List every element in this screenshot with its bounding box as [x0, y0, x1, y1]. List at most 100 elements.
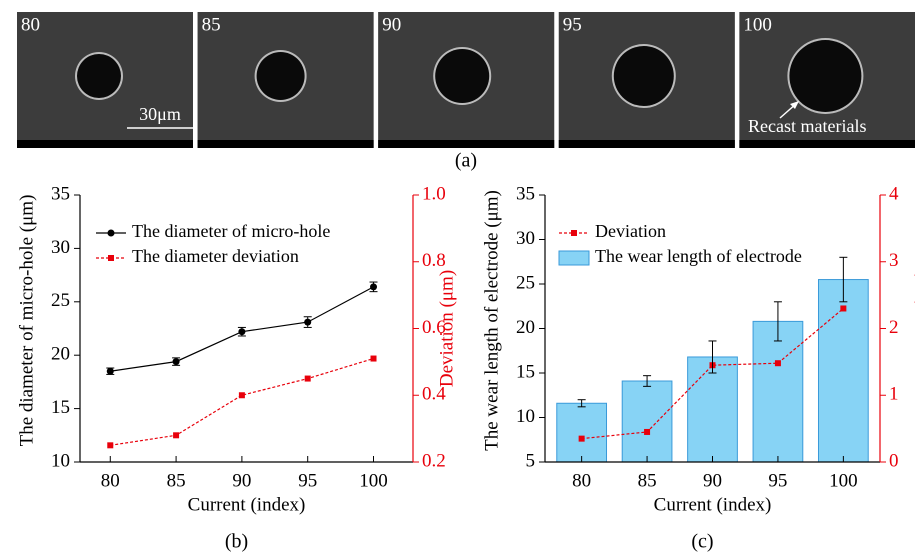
bar [556, 402, 608, 463]
y-tick-label: 30 [516, 228, 535, 249]
y-tick-label: 25 [51, 290, 70, 311]
x-tick-label: 85 [167, 470, 186, 491]
marker [173, 432, 180, 439]
error-bar [643, 375, 652, 387]
y2-tick-label: 0.8 [422, 250, 446, 271]
legend-entry: The wear length of electrode [558, 246, 802, 266]
marker [774, 360, 781, 367]
chart: 10 15 20 25 30 35 0.2 0.4 0.6 0.8 1.0 80 85 90 95 100 Cu… [16, 183, 457, 552]
hole [613, 46, 674, 106]
y2-tick-label: 4 [889, 183, 899, 204]
y-tick-label: 25 [516, 272, 535, 293]
chart: 5 10 15 20 25 30 35 0 1 2 3 4 80 85 90 95 100 Current (in… [481, 183, 915, 552]
marker [644, 428, 651, 435]
x-tick-label: 85 [638, 470, 657, 491]
sem-image: 100 [739, 12, 915, 148]
error-bar [577, 399, 586, 408]
image-label: 100 [743, 14, 772, 35]
y2-tick-label: 3 [889, 250, 899, 271]
error-bar [773, 301, 782, 342]
image-label: 95 [563, 14, 582, 35]
info-strip [197, 140, 374, 148]
legend-marker [571, 230, 577, 236]
y-tick-label: 15 [51, 397, 70, 418]
sem-image: 80 [17, 12, 193, 148]
y-axis-label: The diameter of micro-hole (μm) [16, 195, 37, 447]
x-tick-label: 80 [572, 470, 591, 491]
legend-label: The wear length of electrode [595, 246, 802, 266]
y-tick-label: 15 [516, 361, 535, 382]
x-axis-label: Current (index) [188, 494, 306, 515]
hole [77, 54, 121, 98]
x-tick-label: 90 [703, 470, 722, 491]
annotation: Recast materials [748, 116, 866, 136]
marker [172, 358, 180, 366]
bar [752, 320, 804, 463]
y-tick-label: 20 [516, 317, 535, 338]
y-axis-label: The wear length of electrode (μm) [481, 190, 502, 451]
x-axis-label: Current (index) [654, 494, 772, 515]
marker [840, 305, 847, 312]
image-label: 85 [202, 14, 221, 35]
y-tick-label: 35 [51, 183, 70, 204]
y2-tick-label: 0 [889, 450, 899, 471]
x-tick-label: 95 [768, 470, 787, 491]
line [110, 357, 374, 446]
info-strip [378, 140, 555, 148]
y2-tick-label: 1 [889, 384, 899, 405]
caption: (b) [225, 531, 248, 553]
legend-entry: The diameter of micro-hole [96, 221, 330, 241]
hole [435, 49, 490, 103]
legend-entry: The diameter deviation [96, 246, 299, 266]
sem-image: 85 [197, 12, 374, 148]
marker [238, 392, 245, 399]
y-tick-label: 35 [516, 183, 535, 204]
sem-image: 95 [558, 12, 735, 148]
hole [789, 40, 862, 112]
y-tick-label: 5 [526, 450, 536, 471]
legend-label: Deviation [595, 221, 666, 241]
y-tick-label: 30 [51, 237, 70, 258]
bar [687, 356, 738, 463]
info-strip [17, 140, 193, 148]
marker [238, 328, 246, 336]
y2-tick-label: 0.4 [422, 384, 446, 405]
legend-swatch [558, 250, 590, 266]
y2-axis-label: Deviation (μm) [911, 270, 915, 387]
info-strip [558, 140, 735, 148]
marker [304, 318, 312, 326]
image-label: 80 [21, 14, 40, 35]
image-label: 90 [382, 14, 401, 35]
caption: (c) [691, 531, 713, 553]
legend-marker [107, 229, 115, 237]
y-tick-label: 20 [51, 344, 70, 365]
x-tick-label: 80 [101, 470, 120, 491]
sem-image: 90 [378, 12, 555, 148]
y2-tick-label: 1.0 [422, 183, 446, 204]
hole [256, 52, 305, 100]
marker [106, 367, 114, 375]
x-tick-label: 100 [829, 470, 858, 491]
annotation-arrowhead [790, 101, 799, 109]
legend-label: The diameter deviation [132, 246, 299, 266]
marker [107, 442, 114, 449]
legend-entry: Deviation [559, 221, 666, 241]
marker [304, 375, 311, 382]
x-tick-label: 90 [232, 470, 251, 491]
scale-bar-label: 30μm [139, 104, 181, 124]
y-tick-label: 10 [516, 406, 535, 427]
legend-marker [108, 255, 114, 261]
error-bar [708, 340, 717, 374]
error-bar [839, 256, 848, 303]
y2-tick-label: 0.2 [422, 450, 446, 471]
y2-tick-label: 2 [889, 317, 899, 338]
marker [370, 355, 377, 362]
y2-axis-label: Deviation (μm) [436, 270, 457, 387]
info-strip [739, 140, 915, 148]
legend-label: The diameter of micro-hole [132, 221, 330, 241]
y-tick-label: 10 [51, 450, 70, 471]
marker [578, 435, 585, 442]
y2-tick-label: 0.6 [422, 317, 446, 338]
bar [621, 380, 673, 463]
